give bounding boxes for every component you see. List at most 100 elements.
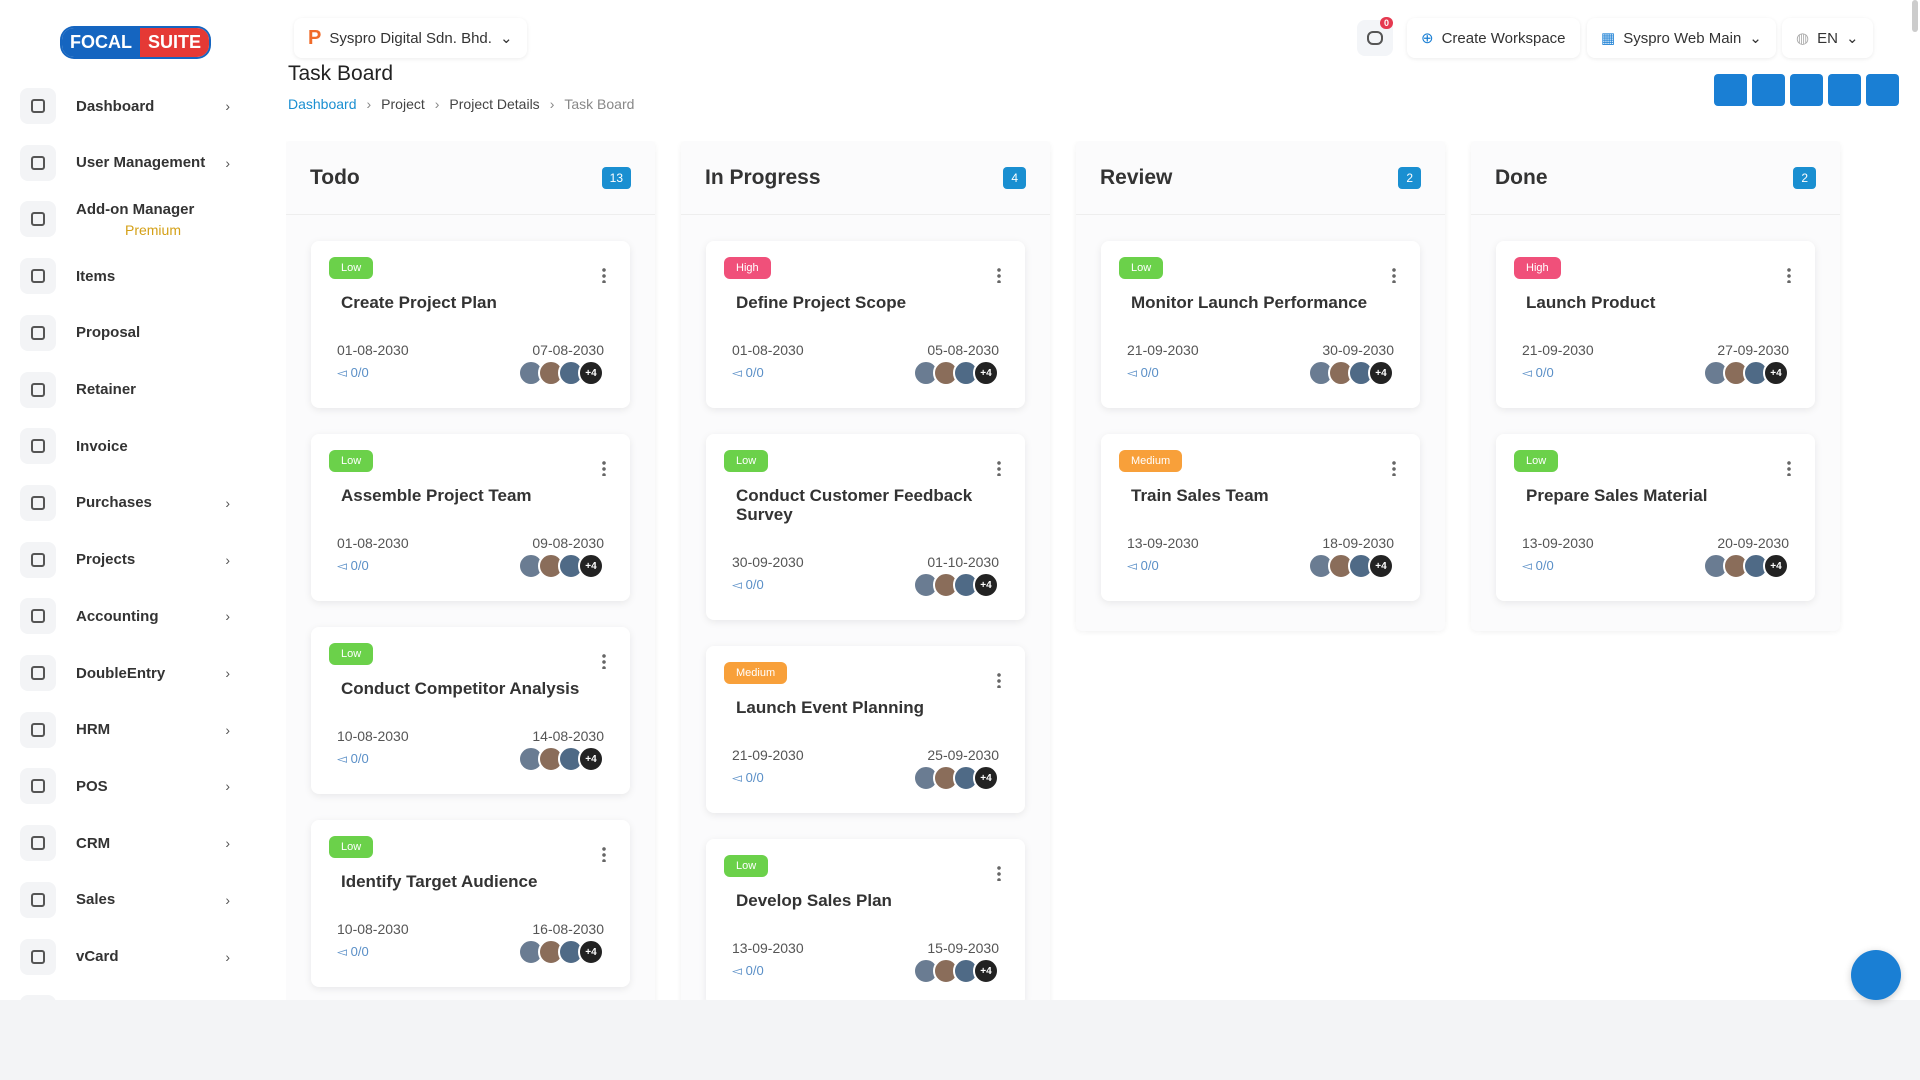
tasks: ◅ 0/0 [337, 558, 369, 574]
task-card[interactable]: Medium Train Sales Team 13-09-2030 18-09-20… [1101, 434, 1420, 601]
nav-icon [20, 768, 56, 805]
priority-badge: Low [1514, 450, 1559, 472]
nav-icon [20, 88, 56, 124]
logo[interactable]: FOCAL SUITE [62, 28, 210, 57]
task-card[interactable]: High Define Project Scope 01-08-2030 05-08-… [706, 241, 1025, 408]
end-date: 01-10-2030 [927, 554, 999, 570]
card-menu[interactable] [997, 460, 1001, 476]
workspace-select[interactable]: ▦ Syspro Web Main ⌄ [1587, 18, 1776, 58]
card-menu[interactable] [602, 267, 606, 283]
task-card[interactable]: Low Conduct Customer Feedback Survey 30-09… [706, 434, 1025, 620]
column-header: Done 2 [1471, 141, 1840, 215]
task-card[interactable]: Low Create Project Plan 01-08-2030 07-08-20… [311, 241, 630, 408]
nav-item[interactable]: User Management › [20, 141, 230, 185]
nav-icon [20, 201, 56, 238]
nav-item[interactable]: Sales › [20, 878, 230, 922]
nav-icon [20, 258, 56, 295]
card-menu[interactable] [602, 653, 606, 669]
task-card[interactable]: Low Identify Target Audience 10-08-2030 16-… [311, 820, 630, 987]
nav-icon [20, 938, 56, 975]
task-card[interactable]: Low Assemble Project Team 01-08-2030 09-08-… [311, 434, 630, 601]
date-row: 13-09-2030 18-09-2030 [1119, 535, 1402, 551]
card-menu[interactable] [997, 865, 1001, 881]
crumb-item[interactable]: Project [381, 96, 425, 112]
nav-item[interactable]: Accounting › [20, 594, 230, 638]
nav-sub: Premium [124, 221, 181, 238]
nav-item[interactable]: vCard › [20, 935, 230, 979]
notifications[interactable]: 0 [1357, 17, 1393, 56]
create-workspace[interactable]: ⊕ Create Workspace [1407, 18, 1580, 58]
notification-count: 0 [1379, 17, 1393, 29]
scrollbar[interactable] [1912, 0, 1918, 32]
column-header: Review 2 [1076, 141, 1445, 215]
nav-item[interactable]: Proposal [20, 311, 230, 355]
task-card[interactable]: Low Develop Sales Plan 13-09-2030 15-09-203… [706, 839, 1025, 1000]
nav-item[interactable]: Invoice [20, 424, 230, 468]
nav-item[interactable]: Retainer [20, 368, 230, 412]
workspace: Syspro Web Main [1623, 29, 1742, 47]
card-menu[interactable] [1787, 460, 1791, 476]
end-date: 30-09-2030 [1322, 342, 1394, 358]
nav-arrow: › [225, 948, 230, 965]
task-card[interactable]: High Launch Product 21-09-2030 27-09-2030 ◅ … [1496, 241, 1815, 408]
end-date: 15-09-2030 [927, 940, 999, 956]
column-title: Done [1495, 165, 1548, 189]
tool-button[interactable] [1828, 74, 1861, 106]
card-menu[interactable] [997, 267, 1001, 283]
nav-arrow: › [225, 778, 230, 795]
avatars: +4 [913, 360, 999, 386]
nav-item[interactable]: Items [20, 254, 230, 298]
priority-badge: Medium [1119, 450, 1183, 472]
nav-item[interactable]: Add-on Manager Premium [20, 197, 230, 241]
cart-button[interactable] [1851, 950, 1901, 1000]
nav-item[interactable]: Projects › [20, 538, 230, 582]
nav-item[interactable]: Dashboard › [20, 84, 230, 128]
tool-button[interactable] [1790, 74, 1823, 106]
nav-item[interactable]: POS › [20, 764, 230, 808]
nav-item[interactable]: DoubleEntry › [20, 651, 230, 695]
nav-item[interactable]: HRM › [20, 708, 230, 752]
tasks: ◅ 0/0 [732, 963, 764, 979]
card-menu[interactable] [997, 672, 1001, 688]
nav-item[interactable]: Purchases › [20, 481, 230, 525]
crumb-item[interactable]: Task Board [564, 96, 635, 112]
date-row: 10-08-2030 16-08-2030 [329, 921, 612, 937]
tool-button[interactable] [1714, 74, 1747, 106]
card-menu[interactable] [1392, 267, 1396, 283]
nav-label: HRM [76, 721, 111, 739]
separator: › [366, 96, 372, 112]
card-menu[interactable] [1787, 267, 1791, 283]
card-menu[interactable] [602, 460, 606, 476]
date-row: 13-09-2030 20-09-2030 [1514, 535, 1797, 551]
language-select[interactable]: ◍ EN ⌄ [1782, 18, 1873, 58]
icon-shape [31, 155, 45, 170]
task-count: 0/0 [745, 770, 764, 785]
nav-label: Retainer [76, 381, 137, 398]
tool-button[interactable] [1752, 74, 1785, 106]
tool-button[interactable] [1866, 74, 1899, 106]
task-icon: ◅ [1127, 558, 1141, 573]
nav-icon [20, 541, 56, 578]
meta-row: ◅ 0/0 +4 [329, 746, 612, 772]
company-select[interactable]: P Syspro Digital Sdn. Bhd. ⌄ [294, 18, 527, 58]
card-menu[interactable] [602, 846, 606, 862]
crumb-item[interactable]: Dashboard [288, 96, 357, 112]
date-row: 21-09-2030 25-09-2030 [724, 747, 1007, 763]
task-card[interactable]: Low Prepare Sales Material 13-09-2030 20-09… [1496, 434, 1815, 601]
board: Todo 13 Low Create Project Plan 01-08-2030 07… [286, 141, 1846, 1000]
nav-icon [20, 598, 56, 635]
task-card[interactable]: Low Monitor Launch Performance 21-09-2030 3… [1101, 241, 1420, 408]
nav-icon [20, 371, 56, 408]
task-icon: ◅ [732, 365, 746, 380]
task-card[interactable]: Medium Launch Event Planning 21-09-2030 25-… [706, 646, 1025, 813]
task-card[interactable]: Low Conduct Competitor Analysis 10-08-2030… [311, 627, 630, 794]
date-row: 30-09-2030 01-10-2030 [724, 554, 1007, 570]
top-bar: P Syspro Digital Sdn. Bhd. ⌄ 0 ⊕ Create Wor… [282, 0, 1920, 70]
start-date: 21-09-2030 [1522, 342, 1594, 358]
icon-shape [31, 495, 45, 510]
crumb-item[interactable]: Project Details [449, 96, 540, 112]
card-menu[interactable] [1392, 460, 1396, 476]
column-count: 2 [1398, 166, 1421, 189]
nav-item[interactable]: CRM › [20, 821, 230, 865]
task-count: 0/0 [745, 577, 764, 592]
